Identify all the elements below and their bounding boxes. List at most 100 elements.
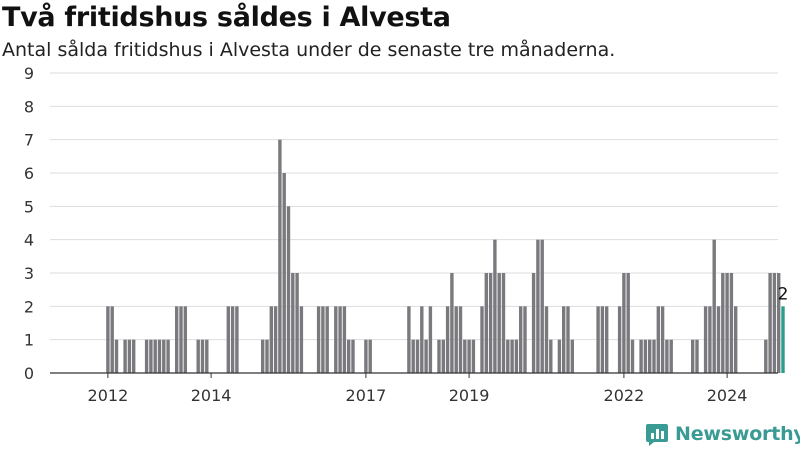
bar	[708, 306, 712, 373]
bar	[454, 306, 458, 373]
bar	[514, 339, 519, 373]
bar	[669, 339, 673, 373]
bar	[144, 339, 149, 373]
bar	[226, 306, 230, 373]
bar	[411, 339, 415, 373]
bar	[157, 339, 162, 373]
bar	[519, 306, 523, 373]
bar	[458, 306, 463, 373]
bar	[562, 306, 566, 373]
bar	[347, 339, 351, 373]
y-tick-label: 5	[24, 197, 34, 216]
bar	[729, 273, 734, 373]
bar	[110, 306, 114, 373]
bar	[691, 339, 695, 373]
brand-name: Newsworthy	[675, 423, 800, 445]
bar	[695, 339, 699, 373]
bar	[334, 306, 338, 373]
bar	[196, 339, 200, 373]
bar	[325, 306, 329, 373]
bar	[342, 306, 347, 373]
bar	[230, 306, 235, 373]
bar	[175, 306, 179, 373]
bar	[630, 339, 635, 373]
bar	[596, 306, 600, 373]
bar	[497, 273, 501, 373]
bar	[703, 306, 708, 373]
data-label: 2	[778, 284, 789, 304]
bar	[656, 306, 660, 373]
chart-title: Två fritidshus såldes i Alvesta	[2, 2, 451, 33]
bar	[557, 339, 562, 373]
bar	[523, 306, 527, 373]
bar	[282, 173, 286, 373]
bar	[639, 339, 643, 373]
bar	[777, 273, 781, 373]
bar	[166, 339, 170, 373]
bar	[725, 273, 729, 373]
bar	[265, 339, 269, 373]
bar	[278, 139, 282, 373]
bar	[183, 306, 187, 373]
bar	[114, 339, 119, 373]
bar	[480, 306, 484, 373]
bar	[162, 339, 166, 373]
y-tick-label: 4	[24, 231, 34, 250]
bar	[463, 339, 467, 373]
bar	[368, 339, 372, 373]
bar	[364, 339, 368, 373]
bar	[338, 306, 342, 373]
bar	[273, 306, 278, 373]
bar	[617, 306, 622, 373]
bar	[299, 306, 304, 373]
bar	[768, 273, 772, 373]
x-tick-label: 2012	[88, 386, 129, 405]
bar	[291, 273, 295, 373]
bar	[501, 273, 506, 373]
bar	[123, 339, 127, 373]
y-tick-label: 6	[24, 164, 34, 183]
bar	[420, 306, 424, 373]
y-tick-label: 2	[24, 297, 34, 316]
bar	[286, 206, 291, 373]
y-tick-label: 1	[24, 331, 34, 350]
bar	[351, 339, 355, 373]
bar	[665, 339, 669, 373]
bar	[540, 239, 544, 373]
bar	[660, 306, 665, 373]
bar	[622, 273, 626, 373]
bar	[764, 339, 768, 373]
y-tick-label: 8	[24, 97, 34, 116]
bar	[734, 306, 738, 373]
bar	[261, 339, 265, 373]
bar	[321, 306, 325, 373]
bar	[235, 306, 239, 373]
y-tick-label: 3	[24, 264, 34, 283]
bar	[549, 339, 553, 373]
bar	[570, 339, 574, 373]
bar	[428, 306, 433, 373]
x-tick-label: 2024	[707, 386, 748, 405]
bar	[127, 339, 132, 373]
bar	[467, 339, 471, 373]
bar	[450, 273, 454, 373]
bar	[506, 339, 510, 373]
bar	[316, 306, 321, 373]
newsworthy-logo-icon	[646, 424, 668, 446]
bar	[510, 339, 514, 373]
bar-chart: 0 1 2 3 4 5 6 7 8 9 2 2012 2014 2017 2019 2022 2024	[24, 64, 789, 405]
bar	[269, 306, 273, 373]
bar	[295, 273, 299, 373]
bar	[721, 273, 725, 373]
bar	[716, 306, 721, 373]
bar	[648, 339, 652, 373]
bar	[415, 339, 420, 373]
x-tick-label: 2022	[604, 386, 645, 405]
bar	[153, 339, 157, 373]
bar	[772, 273, 777, 373]
bar	[149, 339, 153, 373]
bar	[600, 306, 605, 373]
bar	[424, 339, 428, 373]
bar	[407, 306, 411, 373]
bar	[493, 239, 497, 373]
